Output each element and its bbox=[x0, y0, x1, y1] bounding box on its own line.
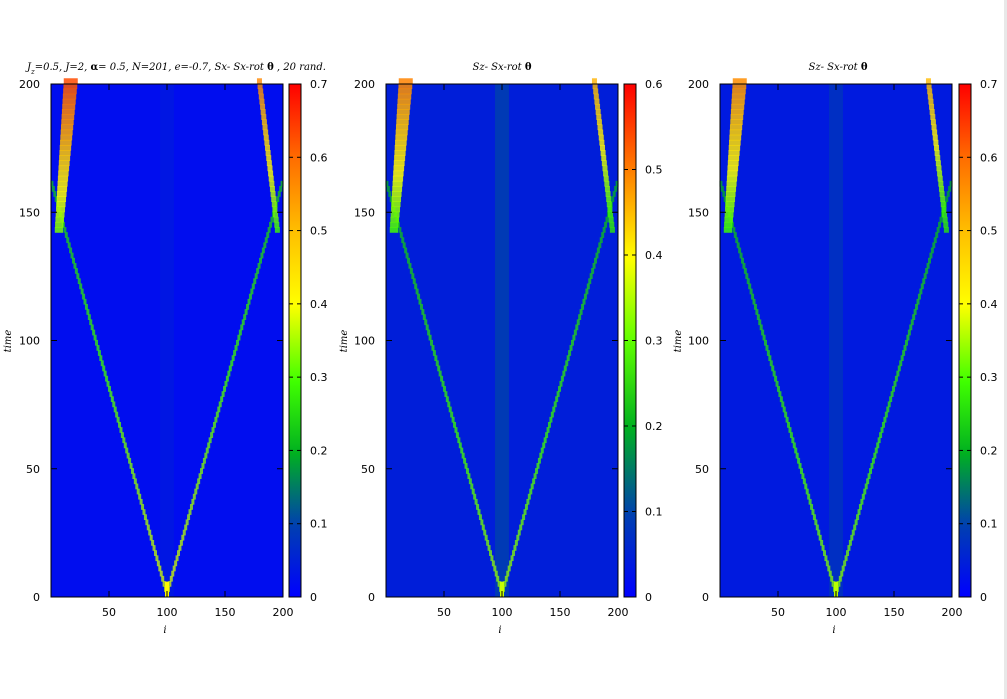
panel-1-heatmap bbox=[50, 78, 284, 597]
x-tick-label: 100 bbox=[826, 606, 847, 619]
y-tick-label: 150 bbox=[19, 206, 40, 219]
colorbar-tick-label: 0.4 bbox=[310, 298, 328, 311]
panel-1-ylabel: time bbox=[3, 330, 14, 353]
colorbar-tick-label: 0.4 bbox=[980, 298, 998, 311]
x-tick-label: 50 bbox=[437, 606, 451, 619]
panel-2-heatmap bbox=[385, 78, 619, 597]
y-tick-label: 0 bbox=[702, 591, 709, 604]
y-tick-label: 50 bbox=[26, 463, 40, 476]
colorbar-tick-label: 0.1 bbox=[645, 506, 663, 519]
colorbar-tick-label: 0 bbox=[310, 591, 317, 604]
x-tick-label: 50 bbox=[771, 606, 785, 619]
x-tick-label: 150 bbox=[884, 606, 905, 619]
panel-3-ylabel: time bbox=[673, 330, 684, 353]
panel-2: Sz- Sx-rot θ 50 100 150 200 0 50 100 150 200 i time… bbox=[339, 62, 663, 636]
colorbar-tick-label: 0.5 bbox=[980, 225, 998, 238]
panel-2-colorbar: 0 0.1 0.2 0.3 0.4 0.5 0.6 bbox=[623, 78, 663, 604]
y-tick-label: 200 bbox=[688, 78, 709, 91]
panel-3-xlabel: i bbox=[832, 625, 835, 636]
colorbar-tick-label: 0.2 bbox=[980, 444, 998, 457]
panel-1: Jz=0.5, J=2, α= 0.5, N=201, e=-0.7, Sx- … bbox=[3, 62, 328, 636]
x-tick-label: 200 bbox=[608, 606, 629, 619]
panel-2-ylabel: time bbox=[339, 330, 350, 353]
y-tick-label: 150 bbox=[354, 206, 375, 219]
colorbar-tick-label: 0.2 bbox=[310, 444, 328, 457]
x-tick-label: 100 bbox=[157, 606, 178, 619]
x-tick-label: 200 bbox=[942, 606, 963, 619]
y-tick-label: 0 bbox=[368, 591, 375, 604]
window-edge bbox=[1004, 0, 1007, 699]
colorbar-tick-label: 0.7 bbox=[980, 78, 998, 91]
colorbar-tick-label: 0.3 bbox=[310, 371, 328, 384]
colorbar-tick-label: 0.5 bbox=[645, 164, 663, 177]
colorbar-tick-label: 0 bbox=[980, 591, 987, 604]
y-tick-label: 0 bbox=[33, 591, 40, 604]
x-tick-label: 200 bbox=[273, 606, 294, 619]
panel-3-colorbar: 0 0.1 0.2 0.3 0.4 0.5 0.6 0.7 bbox=[958, 78, 998, 604]
y-tick-label: 200 bbox=[19, 78, 40, 91]
colorbar-tick-label: 0.6 bbox=[645, 78, 663, 91]
panel-3-heatmap bbox=[719, 78, 953, 597]
colorbar-tick-label: 0 bbox=[645, 591, 652, 604]
x-tick-label: 100 bbox=[492, 606, 513, 619]
panel-1-title: Jz=0.5, J=2, α= 0.5, N=201, e=-0.7, Sx- … bbox=[25, 62, 326, 76]
panel-2-title: Sz- Sx-rot θ bbox=[472, 62, 531, 73]
colorbar-tick-label: 0.3 bbox=[980, 371, 998, 384]
x-tick-label: 150 bbox=[550, 606, 571, 619]
y-tick-label: 100 bbox=[19, 335, 40, 348]
y-tick-label: 50 bbox=[695, 463, 709, 476]
colorbar-tick-label: 0.1 bbox=[310, 518, 328, 531]
panel-3-title: Sz- Sx-rot θ bbox=[808, 62, 867, 73]
panel-2-xlabel: i bbox=[498, 625, 501, 636]
colorbar-tick-label: 0.3 bbox=[645, 335, 663, 348]
colorbar-tick-label: 0.1 bbox=[980, 518, 998, 531]
panel-1-colorbar: 0 0.1 0.2 0.3 0.4 0.5 0.6 0.7 bbox=[288, 78, 328, 604]
y-tick-label: 100 bbox=[688, 335, 709, 348]
panel-3: Sz- Sx-rot θ 50 100 150 200 0 50 100 150 200 i time… bbox=[673, 62, 998, 636]
y-tick-label: 150 bbox=[688, 206, 709, 219]
y-tick-label: 100 bbox=[354, 335, 375, 348]
colorbar-tick-label: 0.6 bbox=[980, 151, 998, 164]
y-tick-label: 50 bbox=[361, 463, 375, 476]
y-tick-label: 200 bbox=[354, 78, 375, 91]
colorbar-tick-label: 0.4 bbox=[645, 249, 663, 262]
colorbar-tick-label: 0.5 bbox=[310, 225, 328, 238]
colorbar-tick-label: 0.6 bbox=[310, 151, 328, 164]
x-tick-label: 150 bbox=[215, 606, 236, 619]
panel-1-xlabel: i bbox=[163, 625, 166, 636]
colorbar-tick-label: 0.7 bbox=[310, 78, 328, 91]
x-tick-label: 50 bbox=[102, 606, 116, 619]
colorbar-tick-label: 0.2 bbox=[645, 420, 663, 433]
